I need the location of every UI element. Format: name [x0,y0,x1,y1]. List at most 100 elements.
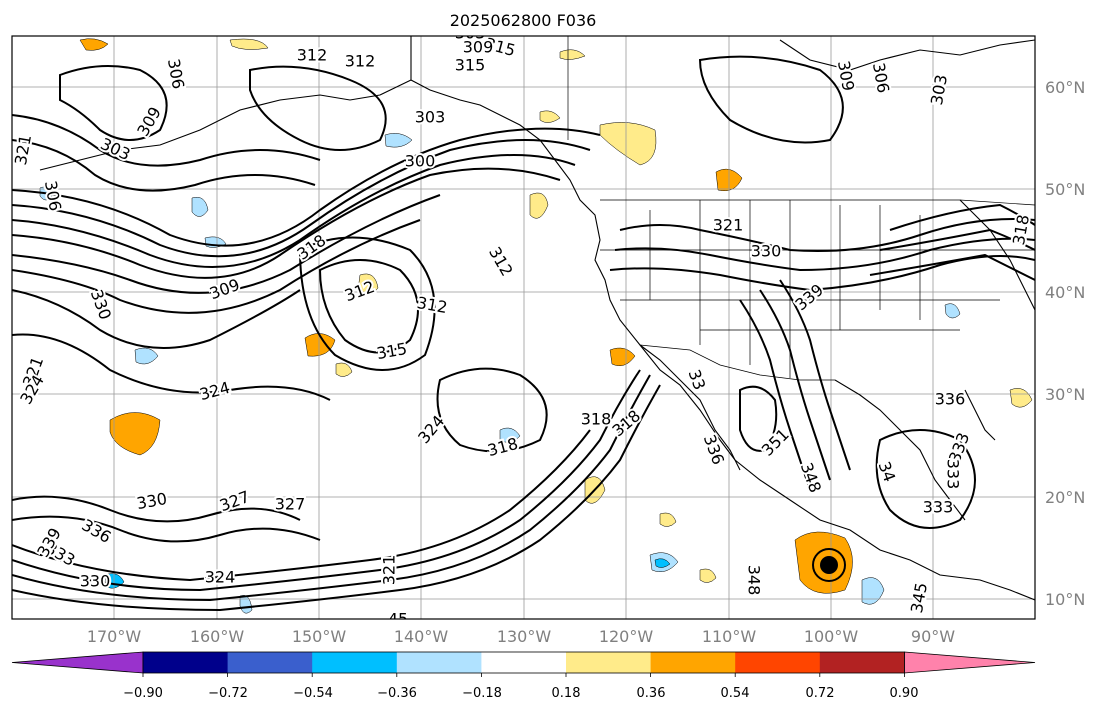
lon-label-110w: 110°W [702,627,757,646]
colorbar-segment [650,652,736,673]
lon-label-120w: 120°W [599,627,654,646]
lat-label-40n: 40°N [1045,283,1085,302]
contour-label: 303 [415,108,446,127]
colorbar-segment [735,652,821,673]
shade-blob [79,38,109,51]
contour-label: 348 [745,565,764,596]
shade-blob [109,412,161,456]
contour-line [619,218,1035,252]
colorbar-segment [227,652,313,673]
coast-canada [779,39,1035,71]
contour-line [12,114,321,167]
shade-blob [499,427,521,443]
colorbar-segment [143,652,229,673]
shade-blob [599,122,657,166]
colorbar-label: −0.18 [462,686,502,701]
lon-label-90w: 90°W [911,627,955,646]
colorbar-arrow-left [11,651,144,674]
shade-blob [191,197,209,217]
shade-blob [384,133,413,148]
contour-lines [12,55,1035,612]
shading-positive [79,38,1033,594]
coast-baja [639,344,741,471]
shade-blob [529,192,549,219]
contour-label: 318 [1009,213,1033,246]
contour-line [869,253,1035,281]
coast-florida [964,389,996,441]
contour-label: 330 [80,572,111,591]
contour-line [12,289,301,349]
contour-line [889,203,1035,231]
colorbar-label: 0.72 [806,686,835,701]
colorbar-segment [312,652,398,673]
low-center-marker [820,556,838,574]
colorbar-label: −0.72 [208,686,248,701]
contour-label: 312 [297,46,328,65]
coastlines [39,36,1035,601]
colorbar-label: 0.90 [890,686,919,701]
contour-line [875,429,976,529]
colorbar-segment [481,652,567,673]
contour-label: 330 [751,242,782,261]
contour-label: 333 [923,498,954,517]
coast-gulf [834,379,966,521]
contour-label: 321 [380,555,399,586]
colorbar-ticks [142,673,905,677]
shade-blob [539,110,561,123]
colorbar-frame [142,651,905,674]
shade-blob [654,558,671,568]
contour-line [298,236,436,371]
contour-line [739,299,811,491]
contour-line [698,55,844,144]
colorbar-segment [566,652,652,673]
colorbar-segments [11,651,1036,674]
shade-blob [659,512,677,527]
colorbar-arrow-right [904,651,1036,674]
contour-line [12,333,331,401]
lon-label-150w: 150°W [292,627,347,646]
contour-line [739,385,778,452]
colorbar-label: −0.36 [377,686,417,701]
shade-blob [335,362,353,377]
contour-line [12,154,576,268]
latitude-labels: 60°N 50°N 40°N 30°N 20°N 10°N [1045,78,1085,609]
contour-label: 336 [935,390,966,409]
contour-line [12,167,561,279]
colorbar: −0.90 −0.72 −0.54 −0.36 −0.18 0.18 0.36 … [11,651,1036,701]
shade-blob [559,49,586,60]
colorbar-segment [396,652,482,673]
contour-line [12,219,421,314]
lon-label-130w: 130°W [497,627,552,646]
shade-blob [944,303,961,319]
colorbar-label: −0.90 [123,686,163,701]
lat-label-20n: 20°N [1045,488,1085,507]
map-background [12,36,1035,619]
contour-label: 321 [713,216,744,235]
shade-blob [699,568,717,583]
colorbar-label: 0.54 [721,686,750,701]
contour-line [436,367,548,453]
contour-line [12,374,651,602]
shade-blob [229,38,269,50]
contour-label: 327 [275,495,306,514]
contour-label: 312 [345,52,376,71]
coast-alaska [410,36,1035,601]
contour-line [12,139,316,192]
contour-line [12,495,301,523]
contour-line [779,279,851,471]
colorbar-label: 0.36 [637,686,666,701]
contour-line [12,384,661,612]
contour-label: 333 [944,459,963,490]
contour-label: 321 [11,133,35,166]
map-title: 2025062800 F036 [450,11,597,30]
contour-line [759,289,831,481]
lon-label-170w: 170°W [87,627,142,646]
contour-line [249,65,387,151]
contour-line [12,139,591,258]
lon-label-160w: 160°W [190,627,245,646]
coast-east [959,199,1035,311]
lat-label-30n: 30°N [1045,385,1085,404]
lat-label-10n: 10°N [1045,590,1085,609]
